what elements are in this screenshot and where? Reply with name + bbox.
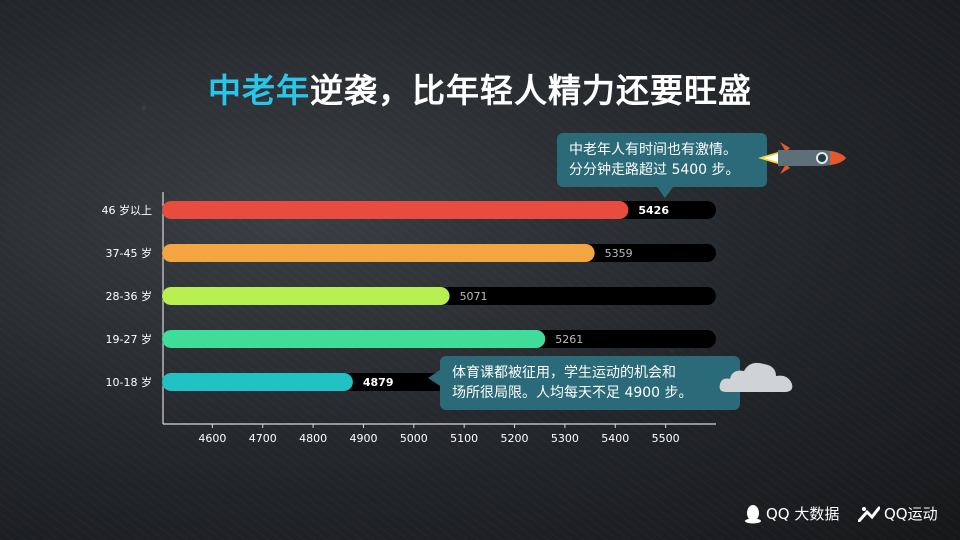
callout-seniors-line-1: 中老年人有时间也有激情。 [569, 142, 737, 158]
x-tick-label: 4800 [299, 432, 327, 445]
callout-students-line-2: 场所很局限。人均每天不足 4900 步。 [452, 385, 693, 401]
category-label: 46 岁以上 [102, 203, 153, 217]
callout-seniors: 中老年人有时间也有激情。 分分钟走路超过 5400 步。 [557, 133, 767, 198]
callout-students: 体育课都被征用，学生运动的机会和 场所很局限。人均每天不足 4900 步。 [428, 356, 740, 410]
x-tick-label: 5000 [400, 432, 428, 445]
category-label: 28-36 岁 [106, 289, 152, 303]
x-tick-label: 4600 [198, 432, 226, 445]
callout-students-line-1: 体育课都被征用，学生运动的机会和 [452, 365, 676, 381]
rocket-icon [758, 142, 846, 174]
x-tick-label: 5300 [551, 432, 579, 445]
value-label: 5261 [555, 333, 583, 346]
x-tick-label: 5400 [601, 432, 629, 445]
category-label: 10-18 岁 [106, 375, 152, 389]
brand-qq-sport-label: QQ运动 [884, 505, 938, 523]
bar [162, 287, 450, 305]
qq-penguin-icon [745, 504, 761, 523]
brand-qq-bigdata: QQ 大数据 [744, 503, 839, 524]
bar [162, 201, 629, 219]
value-label: 5359 [605, 247, 633, 260]
bar [162, 330, 546, 348]
x-tick-label: 4900 [349, 432, 377, 445]
x-tick-label: 4700 [249, 432, 277, 445]
x-tick-label: 5100 [450, 432, 478, 445]
title-rest: 逆袭，比年轻人精力还要旺盛 [310, 71, 752, 110]
bar [162, 373, 353, 391]
bar [162, 244, 595, 262]
value-label: 5426 [638, 204, 669, 217]
qq-sport-icon [858, 506, 880, 522]
cloud-icon [719, 362, 793, 392]
x-tick-label: 5500 [652, 432, 680, 445]
category-label: 19-27 岁 [106, 332, 152, 346]
x-tick-label: 5200 [501, 432, 529, 445]
callout-seniors-line-2: 分分钟走路超过 5400 步。 [569, 162, 740, 178]
value-label: 5071 [460, 290, 488, 303]
brand-qq-sport: QQ运动 [858, 503, 938, 524]
page-title: 中老年逆袭，比年轻人精力还要旺盛 [0, 64, 960, 112]
value-label: 4879 [363, 376, 394, 389]
brand-qq-bigdata-label: QQ 大数据 [766, 505, 840, 523]
title-highlight: 中老年 [208, 71, 310, 110]
category-label: 37-45 岁 [106, 246, 152, 260]
